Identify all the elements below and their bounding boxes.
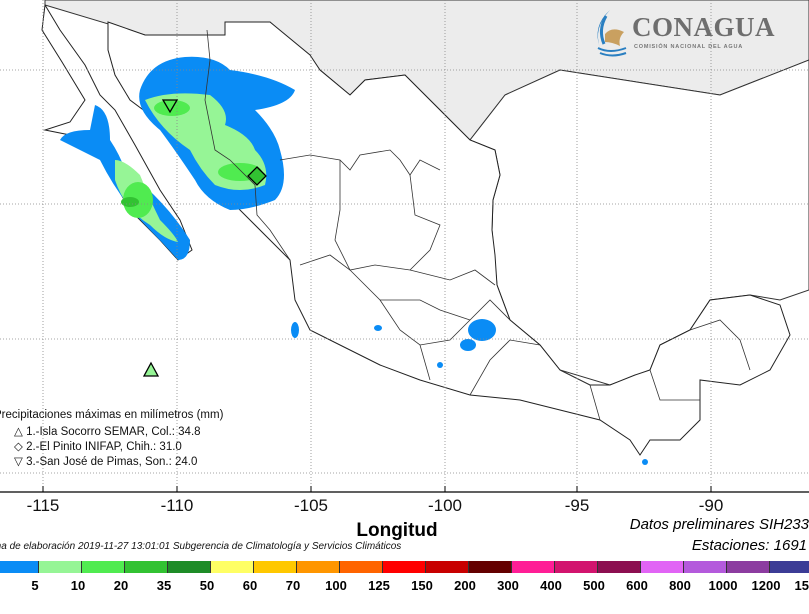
x-tick-label: -110	[160, 496, 194, 515]
colorbar-segment	[125, 561, 168, 573]
colorbar-label: 200	[454, 578, 476, 593]
colorbar-label: 5	[31, 578, 39, 593]
x-axis-label: Longitud	[356, 520, 438, 541]
legend-item-label: 1.-Isla Socorro SEMAR, Col.: 34.8	[26, 426, 201, 438]
station-marker-el-pinito[interactable]	[247, 166, 267, 186]
colorbar-segment	[426, 561, 469, 573]
colorbar-segment	[555, 561, 598, 573]
colorbar-segment	[512, 561, 555, 573]
legend-title: Precipitaciones máximas en milímetros (m…	[0, 409, 224, 421]
station-marker-isla-socorro[interactable]	[142, 361, 160, 377]
colorbar-label: 70	[285, 578, 301, 593]
colorbar-label: 100	[325, 578, 347, 593]
colorbar-label: 300	[497, 578, 519, 593]
colorbar-label: 1500	[794, 578, 809, 593]
colorbar-label: 125	[368, 578, 390, 593]
colorbar-segment	[82, 561, 125, 573]
x-tick-label: -115	[26, 496, 60, 515]
colorbar-label: 10	[70, 578, 86, 593]
graticule	[0, 0, 809, 492]
colorbar-label: 35	[156, 578, 172, 593]
colorbar-segment	[598, 561, 641, 573]
triangle-up-icon: △	[14, 426, 23, 438]
colorbar-label: 600	[626, 578, 648, 593]
x-tick-label: -100	[427, 496, 463, 515]
colorbar-label: 150	[411, 578, 433, 593]
colorbar-segment	[727, 561, 770, 573]
colorbar-segment	[254, 561, 297, 573]
station-marker-san-jose-de-pimas[interactable]	[161, 99, 179, 114]
colorbar-segment	[641, 561, 684, 573]
legend-item: ◇ 2.-El Pinito INIFAP, Chih.: 31.0	[14, 440, 223, 455]
x-tick-label: -105	[293, 496, 329, 515]
colorbar-segment	[0, 561, 39, 573]
precipitation-map	[0, 0, 809, 493]
colorbar-segment	[211, 561, 254, 573]
colorbar-label: 800	[669, 578, 691, 593]
colorbar-segment	[469, 561, 512, 573]
colorbar	[0, 561, 809, 573]
colorbar-label: 400	[540, 578, 562, 593]
legend-item: △ 1.-Isla Socorro SEMAR, Col.: 34.8	[14, 425, 223, 440]
colorbar-segment	[168, 561, 211, 573]
colorbar-segment	[684, 561, 727, 573]
triangle-down-icon: ▽	[14, 456, 23, 468]
colorbar-label: 60	[242, 578, 258, 593]
creation-date: Fecha de elaboración 2019-11-27 13:01:01…	[0, 541, 402, 552]
legend-item: ▽ 3.-San José de Pimas, Son.: 24.0	[14, 455, 223, 470]
colorbar-label: 1200	[751, 578, 781, 593]
stations-count: Estaciones: 1691	[691, 537, 807, 554]
colorbar-segment	[770, 561, 809, 573]
x-axis-ticks	[42, 486, 712, 492]
datos-preliminares: Datos preliminares SIH233	[629, 516, 809, 533]
conagua-logo-icon	[597, 10, 627, 57]
state-borders	[204, 29, 751, 421]
colorbar-segment	[340, 561, 383, 573]
colorbar-label: 500	[583, 578, 605, 593]
logo-subtitle: COMISIÓN NACIONAL DEL AGUA	[634, 44, 744, 50]
mexico-mainland	[107, 21, 791, 456]
colorbar-label: 20	[113, 578, 129, 593]
colorbar-segment	[39, 561, 82, 573]
logo-name: CONAGUA	[632, 12, 775, 42]
colorbar-label: 1000	[708, 578, 738, 593]
legend-item-label: 3.-San José de Pimas, Son.: 24.0	[26, 456, 198, 468]
max-precip-legend: Precipitaciones máximas en milímetros (m…	[0, 407, 223, 470]
x-tick-label: -95	[564, 496, 590, 515]
x-tick-label: -90	[698, 496, 724, 515]
legend-item-label: 2.-El Pinito INIFAP, Chih.: 31.0	[26, 441, 182, 453]
diamond-icon: ◇	[14, 441, 23, 453]
colorbar-label: 50	[199, 578, 215, 593]
colorbar-segment	[297, 561, 340, 573]
colorbar-segment	[383, 561, 426, 573]
